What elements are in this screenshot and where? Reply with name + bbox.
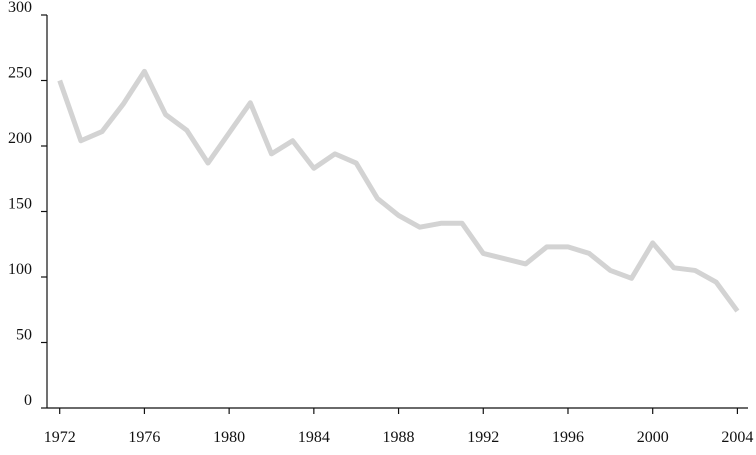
- y-tick-label: 0: [24, 392, 32, 409]
- x-tick-label: 1984: [298, 429, 330, 446]
- x-tick-label: 1972: [44, 429, 76, 446]
- y-tick-label: 300: [8, 0, 32, 16]
- y-tick-label: 250: [8, 65, 32, 82]
- x-tick-label: 1976: [128, 429, 160, 446]
- x-tick-label: 1980: [213, 429, 245, 446]
- y-tick-label: 200: [8, 130, 32, 147]
- x-tick-label: 1996: [552, 429, 584, 446]
- y-tick-label: 150: [8, 196, 32, 213]
- y-tick-label: 100: [8, 261, 32, 278]
- x-tick-label: 1988: [383, 429, 415, 446]
- y-tick-label: 50: [16, 327, 32, 344]
- x-tick-label: 2004: [721, 429, 753, 446]
- line-series: [57, 68, 740, 313]
- x-tick-label: 1992: [467, 429, 499, 446]
- x-tick-label: 2000: [637, 429, 669, 446]
